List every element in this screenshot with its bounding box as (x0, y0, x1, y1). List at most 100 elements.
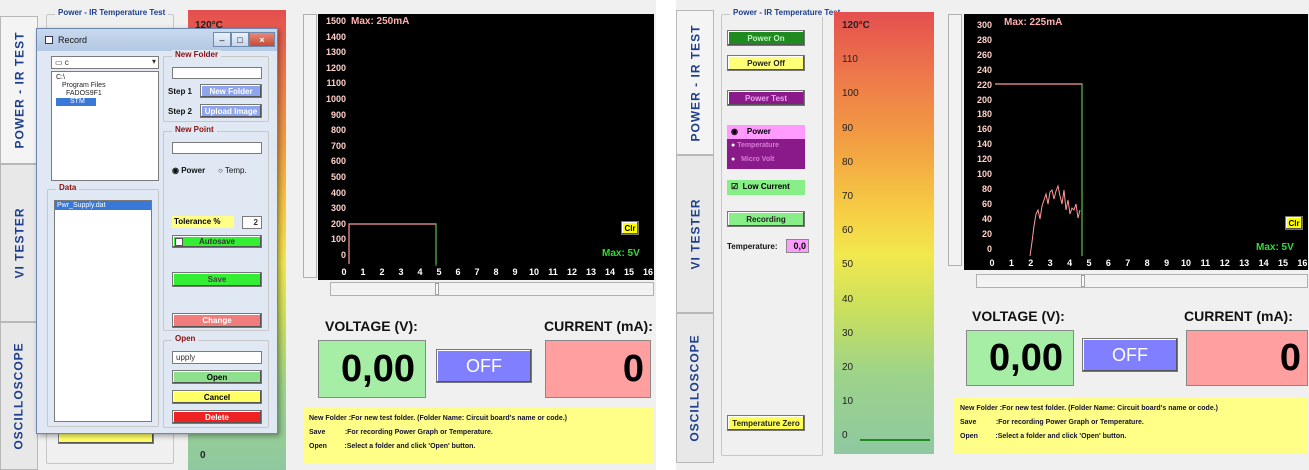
recording-button[interactable]: Recording (727, 211, 805, 227)
thermo-scale-label: 70 (842, 191, 854, 202)
radio-micro-volt[interactable]: ● Micro Volt (731, 156, 775, 163)
thermo-scale-label: 80 (842, 156, 854, 168)
folder-tree[interactable]: C:\ Program Files FADOS9F1 STM (51, 71, 159, 181)
close-button[interactable]: × (249, 32, 275, 47)
power-plot: Max: 250mA 1500 1400 1300 1200 1100 1000 900 80… (318, 14, 654, 280)
plot-horizontal-scrollbar[interactable] (330, 282, 654, 296)
y-axis-tick: 600 (330, 156, 346, 167)
tab-power-ir-test[interactable]: POWER - IR TEST (676, 10, 714, 155)
radio-power[interactable]: ◉ Power (727, 125, 805, 139)
new-folder-input[interactable] (172, 67, 262, 79)
x-axis-tick: 11 (548, 267, 558, 277)
thermo-scale-label: 90 (842, 122, 854, 134)
radio-temperature[interactable]: ● Temperature (731, 142, 780, 149)
data-file-list[interactable]: Pwr_Supply.dat (54, 200, 152, 422)
plot-max-current-label: Max: 250mA (351, 16, 410, 27)
tab-power-ir-test[interactable]: POWER - IR TEST (0, 16, 38, 164)
new-folder-group: New Folder Step 1 New Folder Step 2 Uplo… (163, 50, 269, 122)
list-item[interactable]: Pwr_Supply.dat (55, 201, 151, 210)
thermo-scale-label: 60 (842, 225, 854, 237)
radio-unchecked-icon: ● (731, 142, 738, 149)
mode-radio-group: ◉ Power ● Temperature ● Micro Volt (727, 125, 805, 169)
off-indicator[interactable]: OFF (1082, 338, 1178, 372)
drive-select[interactable]: ▭ c ▾ (51, 56, 159, 69)
y-axis-tick: 300 (976, 20, 992, 30)
thermo-bottom-label: 0 (200, 450, 206, 461)
new-point-input[interactable] (172, 142, 262, 154)
x-axis-tick: 0 (989, 258, 995, 268)
save-button[interactable]: Save (172, 272, 262, 287)
clear-plot-button[interactable]: Clr (1285, 216, 1303, 230)
tab-vi-tester[interactable]: VI TESTER (0, 164, 38, 322)
x-axis-tick: 4 (1067, 258, 1073, 268)
step2-label: Step 2 (168, 107, 193, 116)
thermo-scale-label: 120°C (842, 20, 870, 31)
x-axis-tick: 11 (1200, 258, 1211, 268)
new-folder-button[interactable]: New Folder (200, 84, 262, 98)
current-title: CURRENT (mA): (544, 318, 653, 334)
y-axis-tick: 80 (981, 183, 992, 194)
folder-item-program-files[interactable]: Program Files (62, 82, 106, 89)
tab-vi-tester[interactable]: VI TESTER (676, 155, 714, 313)
help-box: New Folder :For new test folder. (Folder… (303, 407, 653, 463)
x-axis-tick: 9 (1164, 258, 1170, 268)
x-axis-tick: 10 (1180, 258, 1191, 268)
plot-vertical-scrollbar[interactable] (948, 14, 962, 266)
plot-max-voltage-label: Max: 5V (602, 248, 640, 259)
x-axis-tick: 12 (566, 267, 577, 277)
x-axis-tick: 2 (1028, 258, 1034, 268)
temperature-value: 0,0 (786, 239, 809, 253)
power-on-button[interactable]: Power On (727, 30, 805, 46)
power-test-button[interactable]: Power Test (727, 90, 805, 106)
clear-plot-button[interactable]: Clr (621, 221, 639, 235)
cancel-button[interactable]: Cancel (172, 390, 262, 404)
tolerance-input[interactable]: 2 (242, 216, 262, 229)
thermo-scale-label: 50 (842, 259, 854, 271)
data-group: Data Pwr_Supply.dat (47, 183, 159, 427)
low-current-checkbox[interactable]: ☑ Low Current (727, 180, 805, 195)
scrollbar-thumb[interactable] (435, 283, 439, 295)
delete-button[interactable]: Delete (172, 410, 262, 424)
minimize-button[interactable]: – (213, 32, 231, 47)
radio-power[interactable]: ◉ Power (172, 166, 206, 175)
y-axis-tick: 500 (330, 172, 346, 182)
thermo-scale-label: 0 (842, 430, 848, 442)
maximize-button[interactable]: □ (231, 32, 249, 47)
new-folder-title: New Folder (172, 50, 222, 59)
y-axis-tick: 200 (330, 218, 346, 229)
window-icon (45, 36, 53, 44)
temperature-zero-button[interactable]: Temperature Zero (727, 415, 805, 431)
scrollbar-thumb[interactable] (1081, 275, 1085, 287)
plot-vertical-scrollbar[interactable] (303, 14, 317, 278)
tab-oscilloscope[interactable]: OSCILLOSCOPE (676, 313, 714, 463)
folder-item-stm[interactable]: STM (56, 98, 96, 106)
x-axis-tick: 15 (623, 267, 634, 277)
thermo-scale-label: 110 (842, 54, 858, 66)
power-off-button[interactable]: Power Off (727, 55, 805, 71)
folder-item-root[interactable]: C:\ (56, 74, 65, 81)
y-axis-tick: 300 (330, 203, 346, 214)
x-axis-tick: 13 (585, 267, 596, 277)
checkbox-icon (175, 238, 183, 246)
x-axis-tick: 7 (474, 267, 480, 277)
tab-oscilloscope[interactable]: OSCILLOSCOPE (0, 322, 38, 470)
plot-horizontal-scrollbar[interactable] (976, 274, 1308, 288)
x-axis-tick: 1 (360, 267, 366, 277)
thermometer-bar (834, 12, 934, 454)
change-button[interactable]: Change (172, 313, 262, 328)
off-indicator[interactable]: OFF (436, 349, 532, 383)
y-axis-tick: 1400 (325, 31, 346, 42)
tolerance-label: Tolerance % (172, 216, 234, 228)
x-axis-tick: 12 (1219, 258, 1230, 268)
open-button[interactable]: Open (172, 370, 262, 384)
x-axis-tick: 6 (1105, 258, 1111, 268)
upload-image-button[interactable]: Upload Image (200, 104, 262, 118)
open-input[interactable]: upply (172, 351, 262, 364)
power-ir-group: Power - IR Temperature Test (721, 8, 844, 456)
y-axis-tick: 120 (976, 154, 992, 165)
folder-item-fados[interactable]: FADOS9F1 (66, 90, 102, 97)
x-axis-tick: 7 (1125, 258, 1131, 268)
radio-temp[interactable]: ○ Temp. (218, 166, 247, 175)
voltage-title: VOLTAGE (V): (325, 318, 418, 334)
autosave-toggle[interactable]: Autosave (172, 235, 262, 248)
